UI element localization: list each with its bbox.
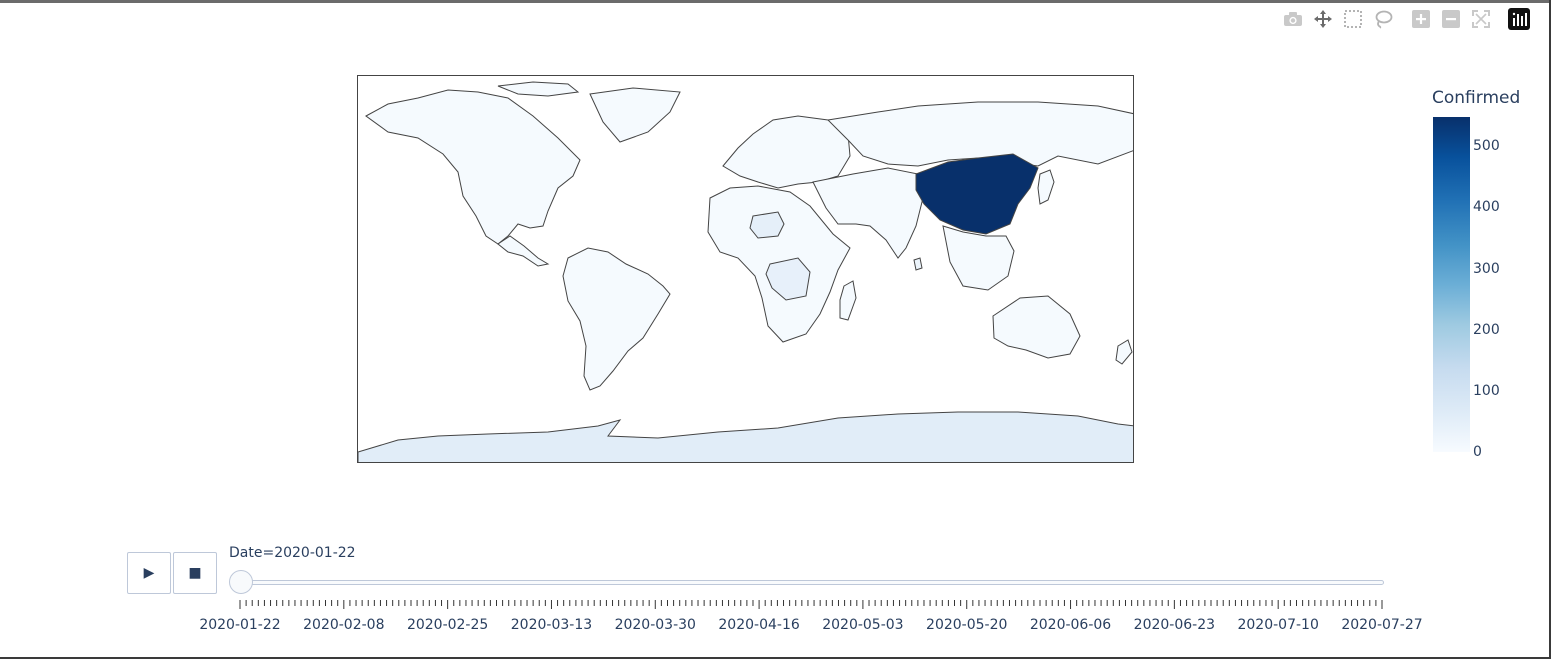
stop-icon: ■ <box>188 565 202 581</box>
region-antarctica[interactable] <box>358 411 1134 463</box>
play-icon: ▶ <box>143 565 155 581</box>
stop-button[interactable]: ■ <box>173 552 217 594</box>
colorbar-tick-label: 100 <box>1473 382 1500 399</box>
window-bottom-border <box>0 657 1551 659</box>
window-right-border <box>1549 0 1551 659</box>
slider-tick-label[interactable]: 2020-04-16 <box>718 617 800 633</box>
region-japan[interactable] <box>1037 169 1055 205</box>
slider-tick-label[interactable]: 2020-03-30 <box>614 617 696 633</box>
slider-tick-label[interactable]: 2020-03-13 <box>510 617 593 633</box>
region-southeast-asia[interactable] <box>942 225 1015 291</box>
window-top-border <box>0 0 1551 3</box>
slider-tick-label[interactable]: 2020-07-10 <box>1237 617 1319 633</box>
slider-tick-label[interactable]: 2020-06-06 <box>1029 617 1112 633</box>
reset-view-icon[interactable] <box>1466 8 1496 30</box>
region-russia[interactable] <box>826 101 1134 167</box>
slider-tick-label[interactable]: 2020-02-08 <box>303 617 385 633</box>
slider-tick-label[interactable]: 2020-07-27 <box>1341 617 1423 633</box>
region-dr-congo[interactable] <box>765 257 811 301</box>
region-greenland[interactable] <box>589 87 681 143</box>
region-europe[interactable] <box>722 115 851 189</box>
colorbar-tick-label: 400 <box>1473 199 1500 216</box>
world-map <box>358 81 1134 463</box>
slider-tick-label[interactable]: 2020-01-22 <box>199 617 281 633</box>
slider-grip[interactable] <box>229 570 253 594</box>
lasso-icon[interactable] <box>1368 8 1398 30</box>
box-select-icon[interactable] <box>1338 8 1368 30</box>
region-sri-lanka[interactable] <box>913 257 923 271</box>
region-madagascar[interactable] <box>839 280 857 321</box>
region-australia[interactable] <box>992 295 1081 359</box>
region-china[interactable] <box>915 153 1039 235</box>
region-south-america[interactable] <box>562 247 671 391</box>
colorbar-tick-label: 300 <box>1473 260 1500 277</box>
region-niger[interactable] <box>749 211 785 239</box>
pan-icon[interactable] <box>1308 8 1338 30</box>
modebar <box>1278 8 1534 30</box>
colorbar-gradient <box>1433 117 1470 452</box>
plotly-logo-icon[interactable] <box>1504 8 1534 30</box>
colorbar-tick-label: 200 <box>1473 321 1500 338</box>
slider-tick-label[interactable]: 2020-02-25 <box>406 617 489 633</box>
zoom-out-icon[interactable] <box>1436 8 1466 30</box>
region-canada-islands[interactable] <box>497 81 580 97</box>
slider-current-value: Date=2020-01-22 <box>229 545 356 561</box>
region-central-america[interactable] <box>497 235 550 267</box>
slider-rail[interactable] <box>240 580 1384 585</box>
slider-tick-label[interactable]: 2020-06-23 <box>1133 617 1216 633</box>
colorbar-tick-label: 0 <box>1473 444 1482 460</box>
geo-map-frame[interactable] <box>357 75 1134 463</box>
slider-tick-label[interactable]: 2020-05-03 <box>822 617 904 633</box>
camera-icon[interactable] <box>1278 8 1308 30</box>
slider-tick-label[interactable]: 2020-05-20 <box>926 617 1008 633</box>
region-middle-east-asia[interactable] <box>812 167 924 259</box>
play-button[interactable]: ▶ <box>127 552 171 594</box>
region-north-america[interactable] <box>365 89 581 245</box>
slider-ticks <box>239 600 1383 609</box>
region-new-zealand[interactable] <box>1115 339 1133 365</box>
zoom-in-icon[interactable] <box>1406 8 1436 30</box>
colorbar-title: Confirmed <box>1432 88 1521 108</box>
colorbar-tick-label: 500 <box>1473 138 1500 155</box>
